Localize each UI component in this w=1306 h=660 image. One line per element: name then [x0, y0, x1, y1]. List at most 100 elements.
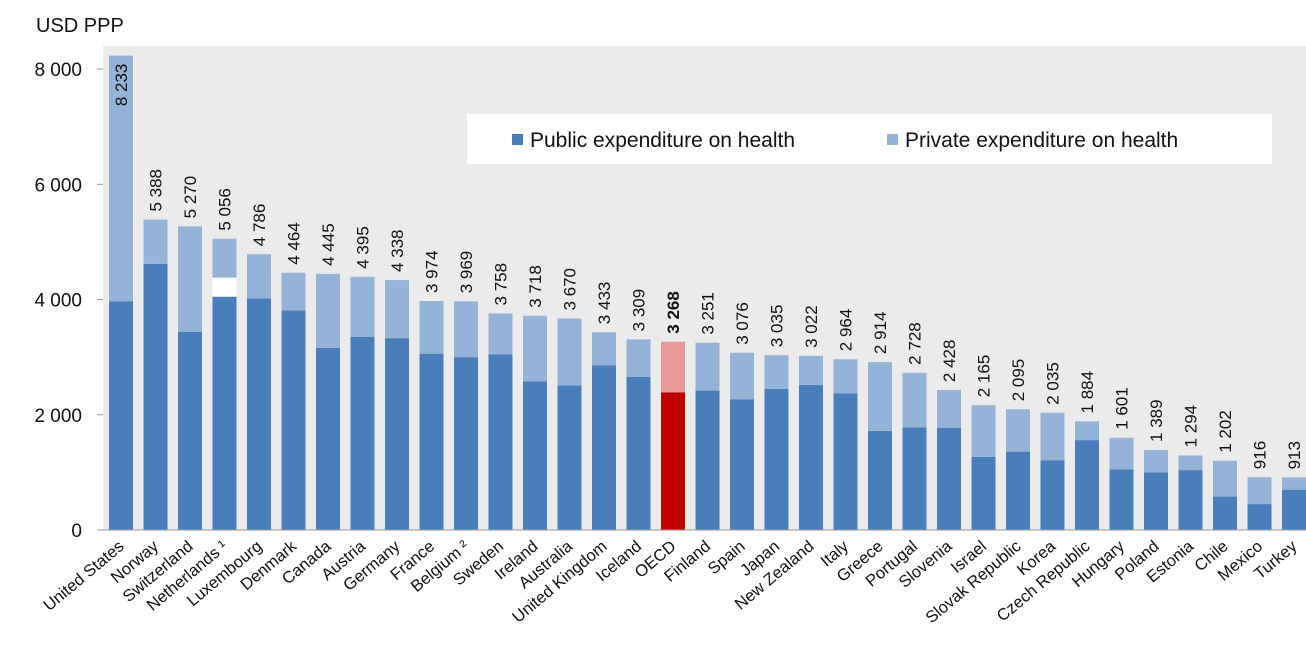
bar-public [143, 263, 168, 530]
bar-private [833, 359, 858, 394]
bar-private [316, 273, 340, 348]
value-label: 2 728 [906, 322, 925, 365]
value-label: 3 251 [699, 292, 718, 335]
bar-private [281, 272, 306, 311]
bar-private [764, 355, 789, 389]
bar-public [281, 310, 306, 530]
bar-public [350, 336, 375, 530]
value-label: 2 914 [871, 312, 890, 355]
y-tick-label: 2 000 [34, 406, 82, 427]
bar-private [523, 315, 547, 382]
y-axis-ticks: 0 2 000 4 000 6 000 8 000 [34, 60, 103, 542]
bar-public [764, 388, 789, 530]
value-label: 3 718 [526, 265, 545, 308]
bar-private [350, 276, 375, 337]
value-label: 2 165 [975, 355, 994, 398]
bar-public [178, 331, 202, 530]
bar-public [1247, 504, 1272, 530]
bar-public [833, 393, 858, 530]
value-label: 5 388 [147, 169, 166, 212]
bar-private [971, 405, 996, 457]
value-label: 3 670 [561, 268, 580, 311]
bar-public [1282, 489, 1306, 530]
legend-label-public: Public expenditure on health [530, 129, 795, 152]
y-tick-label: 4 000 [34, 291, 82, 312]
bar-public [247, 298, 271, 530]
value-label: 4 786 [250, 204, 269, 247]
value-label: 3 974 [423, 250, 442, 293]
legend-swatch-public [512, 134, 523, 145]
legend-box [467, 114, 1272, 164]
value-label: 4 464 [285, 222, 304, 265]
bar-private [109, 55, 133, 302]
bar-public [661, 392, 685, 530]
bar-private [799, 355, 823, 385]
bar-private [1006, 409, 1030, 452]
bar-public [799, 384, 823, 530]
bar-public [1178, 470, 1203, 530]
bar-public [695, 390, 720, 530]
value-label: 1 884 [1078, 371, 1097, 414]
bar-private [1178, 455, 1203, 471]
legend: Public expenditure on health Private exp… [467, 114, 1272, 164]
bar-private [902, 372, 927, 428]
legend-swatch-private [887, 134, 898, 145]
value-label: 1 294 [1182, 405, 1201, 448]
bar-private [385, 280, 409, 339]
bar-private [730, 352, 754, 400]
value-label: 8 233 [112, 64, 131, 107]
bar-private [592, 332, 616, 366]
bar-public [523, 381, 547, 530]
bar-public [1040, 460, 1065, 530]
bar-public [488, 354, 513, 530]
bar-public [212, 296, 237, 530]
bar-private [937, 390, 961, 429]
value-label: 1 389 [1147, 399, 1166, 442]
value-label: 4 445 [319, 223, 338, 266]
y-tick-label: 0 [71, 521, 82, 542]
bar-private [1213, 460, 1237, 497]
bar-public [385, 338, 409, 530]
bar-public [109, 301, 133, 530]
bar-public [1213, 496, 1237, 530]
bar-public [454, 357, 478, 530]
bar-public [557, 385, 582, 530]
value-label: 3 076 [733, 302, 752, 345]
bar-public [1144, 472, 1168, 530]
bar-public [1075, 440, 1099, 530]
bar-public [1006, 451, 1030, 530]
bar-private [454, 301, 478, 358]
value-label: 3 309 [630, 289, 649, 332]
bar-private [1144, 449, 1168, 473]
y-axis-unit: USD PPP [36, 15, 124, 37]
bar-public [626, 376, 651, 530]
bar-private [1109, 437, 1134, 470]
bar-private [419, 301, 444, 354]
bar-public [592, 365, 616, 530]
y-tick-label: 6 000 [34, 175, 82, 196]
bar-private [178, 226, 202, 332]
bar-public [937, 428, 961, 530]
bar-private [247, 254, 271, 299]
value-label: 3 022 [802, 305, 821, 348]
bar-public [868, 430, 892, 530]
value-label: 3 969 [457, 251, 476, 294]
value-label: 3 758 [492, 263, 511, 306]
bar-private [868, 362, 892, 431]
bar-public [316, 347, 340, 530]
y-tick-label: 8 000 [34, 60, 82, 81]
bar-private [1040, 412, 1065, 461]
value-label: 4 395 [354, 226, 373, 269]
bar-gap-indicator [212, 277, 237, 297]
bar-public [419, 353, 444, 530]
bar-private [1282, 477, 1306, 490]
category-labels: United StatesNorwaySwitzerlandNetherland… [40, 537, 1301, 627]
value-label: 1 202 [1216, 410, 1235, 453]
bar-public [730, 399, 754, 530]
value-label: 2 035 [1044, 362, 1063, 405]
value-label: 5 270 [181, 176, 200, 219]
bar-private [661, 341, 685, 393]
value-label: 5 056 [216, 188, 235, 231]
